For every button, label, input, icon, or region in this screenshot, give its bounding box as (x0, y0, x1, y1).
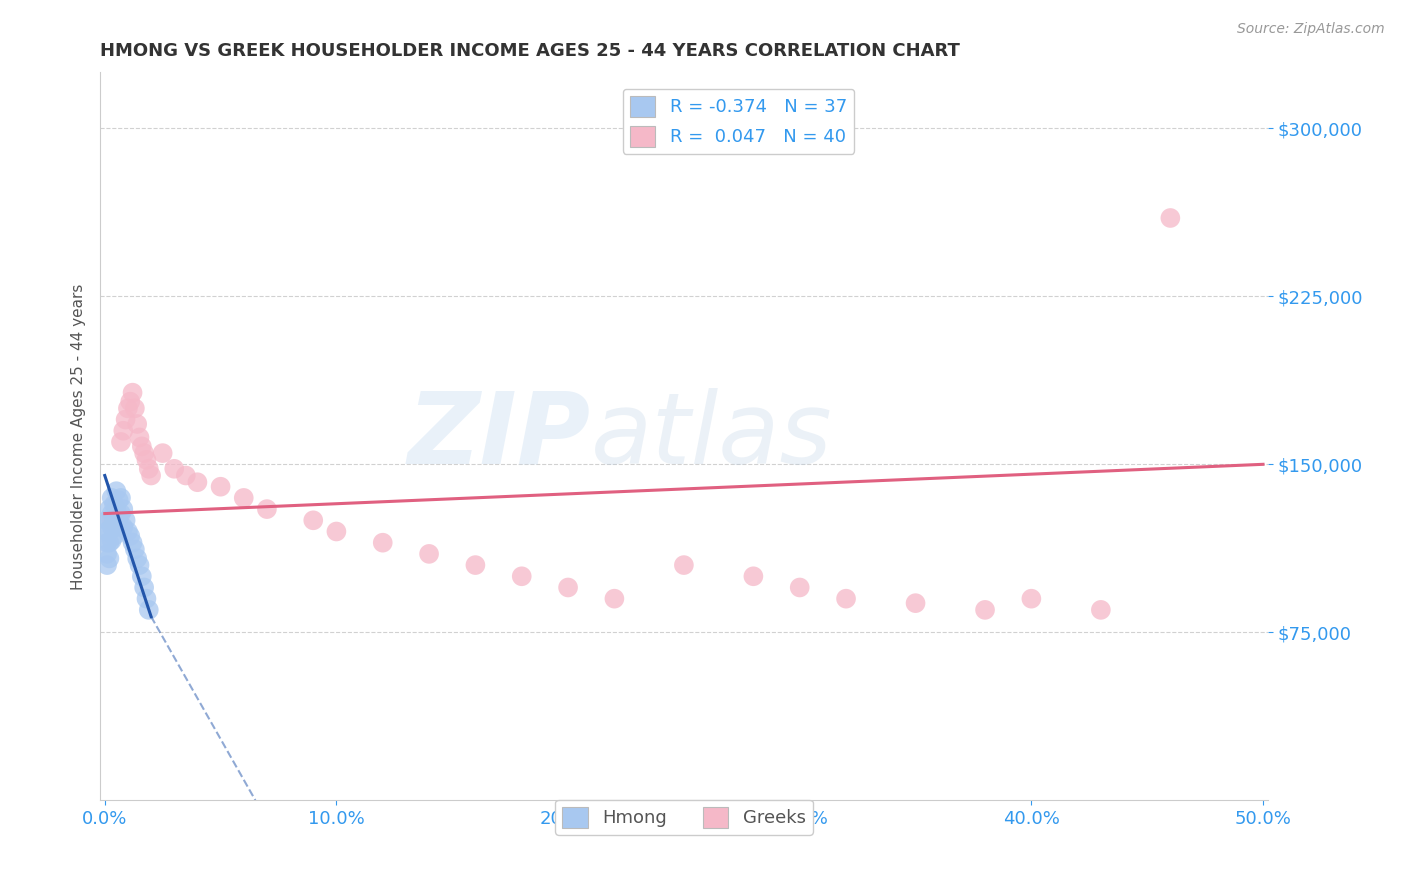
Point (98, 502, 121, 516)
Point (209, 480, 232, 494)
Point (557, 581, 579, 595)
Legend: Hmong, Greeks: Hmong, Greeks (555, 799, 813, 835)
Point (110, 507, 132, 521)
Point (120, 529, 142, 543)
Point (139, 468, 162, 483)
Point (371, 535, 394, 549)
Point (110, 434, 132, 449)
Point (163, 462, 186, 476)
Point (103, 498, 125, 512)
Point (114, 412, 136, 426)
Point (98, 535, 121, 549)
Point (98, 551, 121, 566)
Point (138, 603, 160, 617)
Point (672, 558, 695, 573)
Point (603, 591, 626, 606)
Point (256, 502, 278, 516)
Text: HMONG VS GREEK HOUSEHOLDER INCOME AGES 25 - 44 YEARS CORRELATION CHART: HMONG VS GREEK HOUSEHOLDER INCOME AGES 2… (100, 42, 960, 60)
Point (96, 524, 118, 539)
Point (134, 446, 156, 460)
Point (103, 529, 125, 543)
Point (100, 533, 122, 548)
Point (96, 513, 118, 527)
Point (110, 491, 132, 505)
Y-axis label: Householder Income Ages 25 - 44 years: Householder Income Ages 25 - 44 years (72, 283, 86, 590)
Point (124, 401, 146, 416)
Text: atlas: atlas (591, 388, 832, 485)
Point (418, 547, 440, 561)
Point (131, 439, 153, 453)
Point (96, 558, 118, 573)
Point (131, 569, 153, 583)
Point (128, 430, 150, 444)
Point (186, 475, 208, 490)
Point (302, 513, 325, 527)
Text: ZIP: ZIP (408, 388, 591, 485)
Point (100, 491, 122, 505)
Point (117, 401, 139, 416)
Point (105, 520, 128, 534)
Point (135, 591, 157, 606)
Point (135, 453, 157, 467)
Point (96, 535, 118, 549)
Point (127, 551, 149, 566)
Point (1159, 211, 1181, 225)
Point (120, 394, 142, 409)
Point (105, 502, 128, 516)
Point (98, 524, 121, 539)
Point (974, 603, 997, 617)
Point (325, 524, 347, 539)
Point (127, 417, 149, 431)
Point (114, 513, 136, 527)
Point (152, 446, 174, 460)
Point (100, 520, 122, 534)
Point (1021, 591, 1043, 606)
Point (107, 513, 129, 527)
Text: Source: ZipAtlas.com: Source: ZipAtlas.com (1237, 22, 1385, 37)
Point (121, 535, 143, 549)
Point (128, 558, 150, 573)
Point (112, 502, 135, 516)
Point (138, 462, 160, 476)
Point (232, 491, 254, 505)
Point (1090, 603, 1112, 617)
Point (112, 520, 135, 534)
Point (117, 524, 139, 539)
Point (98, 513, 121, 527)
Point (105, 502, 128, 516)
Point (100, 513, 122, 527)
Point (134, 581, 156, 595)
Point (742, 569, 765, 583)
Point (105, 484, 128, 499)
Point (904, 596, 927, 610)
Point (464, 558, 486, 573)
Point (510, 569, 533, 583)
Point (124, 542, 146, 557)
Point (100, 507, 122, 521)
Point (174, 468, 197, 483)
Point (96, 547, 118, 561)
Point (112, 424, 135, 438)
Point (107, 493, 129, 508)
Point (103, 511, 125, 525)
Point (789, 581, 811, 595)
Point (121, 385, 143, 400)
Point (835, 591, 858, 606)
